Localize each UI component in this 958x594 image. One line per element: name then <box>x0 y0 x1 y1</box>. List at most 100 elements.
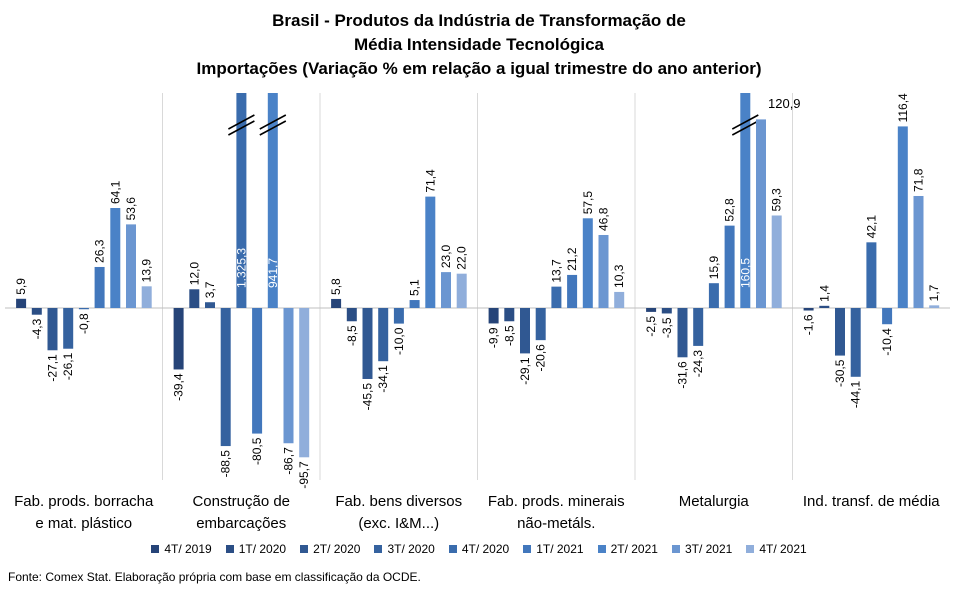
data-label: -10,4 <box>880 328 894 356</box>
bar <box>409 300 420 308</box>
data-label: 21,2 <box>565 247 579 271</box>
data-label: 46,8 <box>597 207 611 231</box>
data-label: 941,7 <box>266 258 280 288</box>
data-label: -39,4 <box>172 373 186 401</box>
bar <box>882 308 893 325</box>
category-label: Fab. bens diversos <box>335 493 462 510</box>
legend-item: 4T/ 2021 <box>746 542 807 556</box>
data-label: 1,7 <box>927 284 941 301</box>
data-label: 1,4 <box>817 285 831 302</box>
bar <box>551 286 562 308</box>
data-label: -0,8 <box>77 313 91 334</box>
bar <box>913 195 924 308</box>
legend-item: 4T/ 2019 <box>151 542 212 556</box>
bar <box>362 308 373 379</box>
bar <box>110 208 121 308</box>
bar <box>582 218 593 308</box>
legend-item: 3T/ 2020 <box>374 542 435 556</box>
bar <box>236 93 247 308</box>
axis-break-mark <box>731 114 759 136</box>
data-label: -2,5 <box>644 316 658 337</box>
data-label: 53,6 <box>124 197 138 221</box>
bar <box>504 308 515 322</box>
axis-break-mark <box>259 114 287 136</box>
bar <box>520 308 530 354</box>
legend-item: 1T/ 2020 <box>225 542 287 556</box>
data-label: 116,4 <box>896 93 910 122</box>
bar <box>866 242 877 308</box>
bar <box>252 308 263 434</box>
bar <box>708 283 719 308</box>
data-label: -10,0 <box>392 327 406 355</box>
legend-label: 4T/ 2019 <box>164 542 212 556</box>
data-label: 57,5 <box>581 191 595 215</box>
data-label: 64,1 <box>108 180 122 204</box>
legend-item: 4T/ 2020 <box>448 542 509 556</box>
data-label: -86,7 <box>282 447 296 475</box>
data-label: 12,0 <box>187 262 201 286</box>
legend-swatch <box>523 545 532 553</box>
legend-label: 3T/ 2020 <box>387 542 435 556</box>
legend-swatch <box>746 545 755 553</box>
legend-item: 2T/ 2021 <box>597 542 658 556</box>
bar <box>567 274 578 308</box>
data-label: -44,1 <box>849 380 863 408</box>
data-label: -34,1 <box>376 365 390 393</box>
bar <box>488 308 499 324</box>
legend-label: 1T/ 2021 <box>536 542 584 556</box>
bar <box>205 302 215 308</box>
data-label: -8,5 <box>502 325 516 346</box>
legend-swatch <box>300 545 309 553</box>
data-label: -26,1 <box>61 352 75 380</box>
legend-swatch <box>671 545 680 553</box>
bar <box>835 308 845 356</box>
bar <box>126 224 136 308</box>
chart-legend: 4T/ 2019 1T/ 2020 2T/ 2020 3T/ 2020 4T/ 2020… <box>0 542 958 556</box>
bar <box>693 308 704 346</box>
data-label: -29,1 <box>518 357 532 385</box>
data-label: -20,6 <box>534 344 548 372</box>
data-label: -30,5 <box>833 359 847 387</box>
legend-item: 3T/ 2021 <box>671 542 733 556</box>
category-label: Fab. prods. minerais <box>488 493 625 510</box>
bar <box>31 308 42 315</box>
bar <box>441 272 451 308</box>
bar <box>724 225 735 308</box>
legend-swatch <box>448 545 457 553</box>
data-label: -1,6 <box>802 314 816 335</box>
data-label: -95,7 <box>297 461 311 489</box>
data-label: 13,9 <box>140 259 154 283</box>
legend-label: 3T/ 2021 <box>684 542 733 556</box>
data-label: 15,9 <box>707 256 721 280</box>
bar <box>646 308 657 312</box>
data-label: -3,5 <box>660 317 674 338</box>
data-label: 59,3 <box>770 188 784 212</box>
data-label: 52,8 <box>723 198 737 222</box>
legend-label: 2T/ 2021 <box>610 542 658 556</box>
data-label: 5,1 <box>408 279 422 296</box>
category-label: Fab. prods. borracha <box>14 493 154 510</box>
bar <box>850 308 861 377</box>
bar <box>456 273 467 308</box>
legend-label: 2T/ 2020 <box>313 542 361 556</box>
bar <box>803 308 814 311</box>
legend-swatch <box>225 545 234 553</box>
legend-label: 1T/ 2020 <box>238 542 287 556</box>
bar <box>598 234 609 308</box>
bar <box>267 93 278 308</box>
bar <box>393 308 404 324</box>
category-label: Construção de <box>192 493 290 510</box>
chart-title-line-1: Brasil - Produtos da Indústria de Transf… <box>272 11 686 30</box>
bar <box>614 291 625 308</box>
bar <box>677 308 688 358</box>
legend-swatch <box>374 545 383 553</box>
data-label: -24,3 <box>691 350 705 378</box>
category-label: Ind. transf. de média <box>803 493 940 510</box>
bar <box>220 308 231 447</box>
category-label: embarcações <box>196 515 286 532</box>
bar <box>141 286 152 308</box>
data-label: -80,5 <box>250 437 264 465</box>
data-label: 10,3 <box>612 264 626 288</box>
bar <box>897 126 908 308</box>
